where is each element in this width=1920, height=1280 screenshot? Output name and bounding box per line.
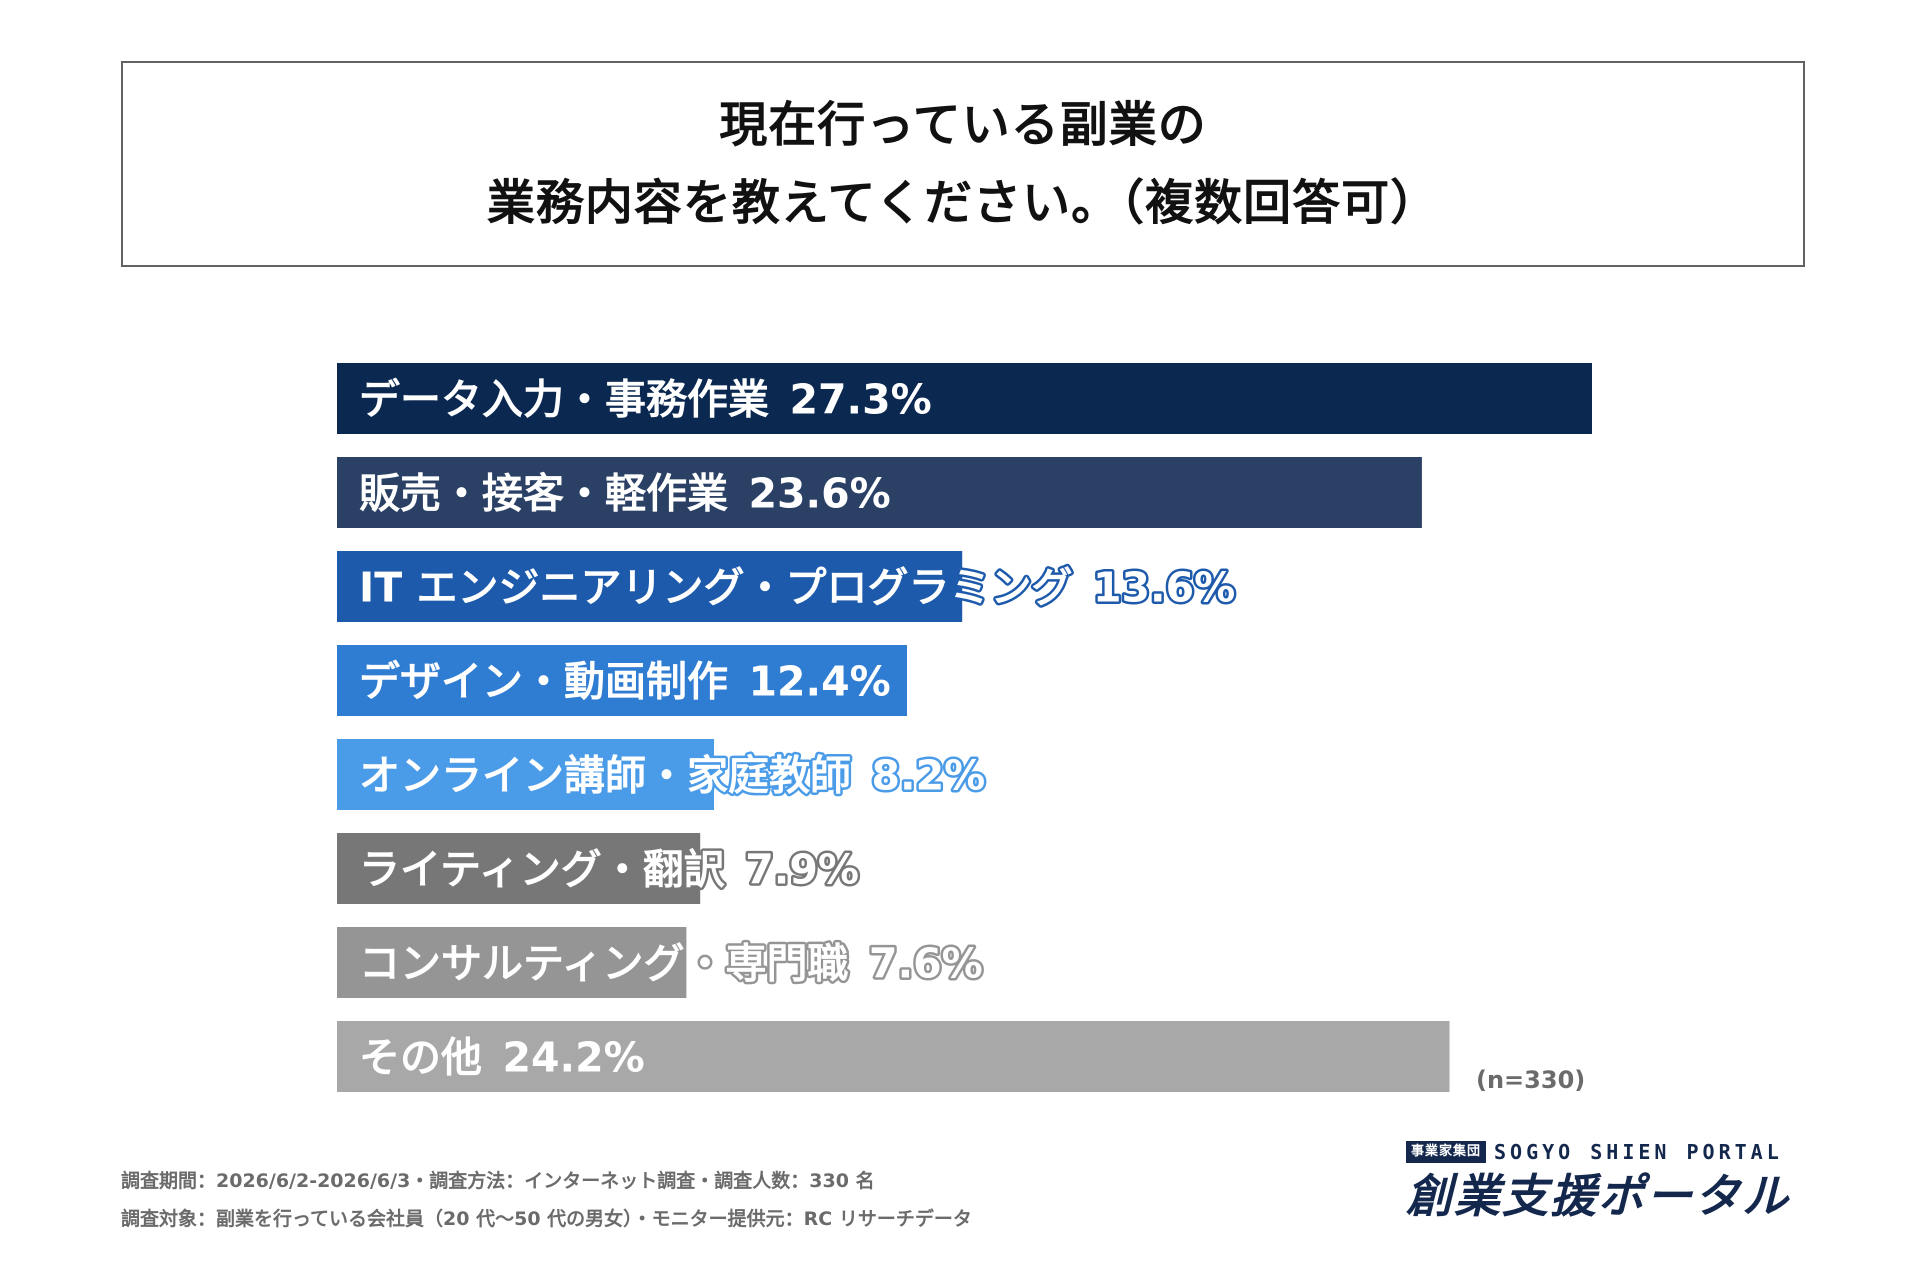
bar-label-6: コンサルティング・専門職 7.6% <box>359 940 983 988</box>
bar-5 <box>337 833 701 904</box>
bar-label-2: IT エンジニアリング・プログラミング 13.6% <box>359 564 1235 612</box>
bar-7 <box>337 1021 1450 1092</box>
bar-label-1: 販売・接客・軽作業 23.6% <box>359 470 891 518</box>
bar-4 <box>337 739 714 810</box>
brand-logo: 事業家集団 SOGYO SHIEN PORTAL 創業支援ポータル <box>1406 1140 1806 1230</box>
bar-2 <box>337 551 963 622</box>
bar-label-7: その他 24.2% <box>359 1034 645 1082</box>
bar-0 <box>337 363 1592 434</box>
sample-size-note: (n=330) <box>1476 1066 1586 1094</box>
survey-target-note: 調査対象：副業を行っている会社員（20 代〜50 代の男女）・モニター提供元：R… <box>121 1208 972 1230</box>
bar-label-0: データ入力・事務作業 27.3% <box>359 376 932 424</box>
bar-6 <box>337 927 687 998</box>
chart-title-line-1: 現在行っている副業の <box>719 97 1207 153</box>
bar-3 <box>337 645 907 716</box>
logo-english: SOGYO SHIEN PORTAL <box>1494 1140 1783 1164</box>
logo-japanese: 創業支援ポータル <box>1406 1169 1790 1223</box>
chart-title-line-2: 業務内容を教えてください。（複数回答可） <box>486 175 1440 231</box>
bar-label-3: デザイン・動画制作 12.4% <box>359 658 891 706</box>
bar-1 <box>337 457 1422 528</box>
bar-label-5: ライティング・翻訳 7.9% <box>359 846 859 894</box>
chart-title-box: 現在行っている副業の 業務内容を教えてください。（複数回答可） <box>121 61 1805 267</box>
logo-badge: 事業家集団 <box>1406 1141 1487 1163</box>
survey-period-note: 調査期間：2026/6/2-2026/6/3・調査方法：インターネット調査・調査… <box>121 1170 875 1192</box>
bar-label-4: オンライン講師・家庭教師 8.2% <box>359 752 985 800</box>
